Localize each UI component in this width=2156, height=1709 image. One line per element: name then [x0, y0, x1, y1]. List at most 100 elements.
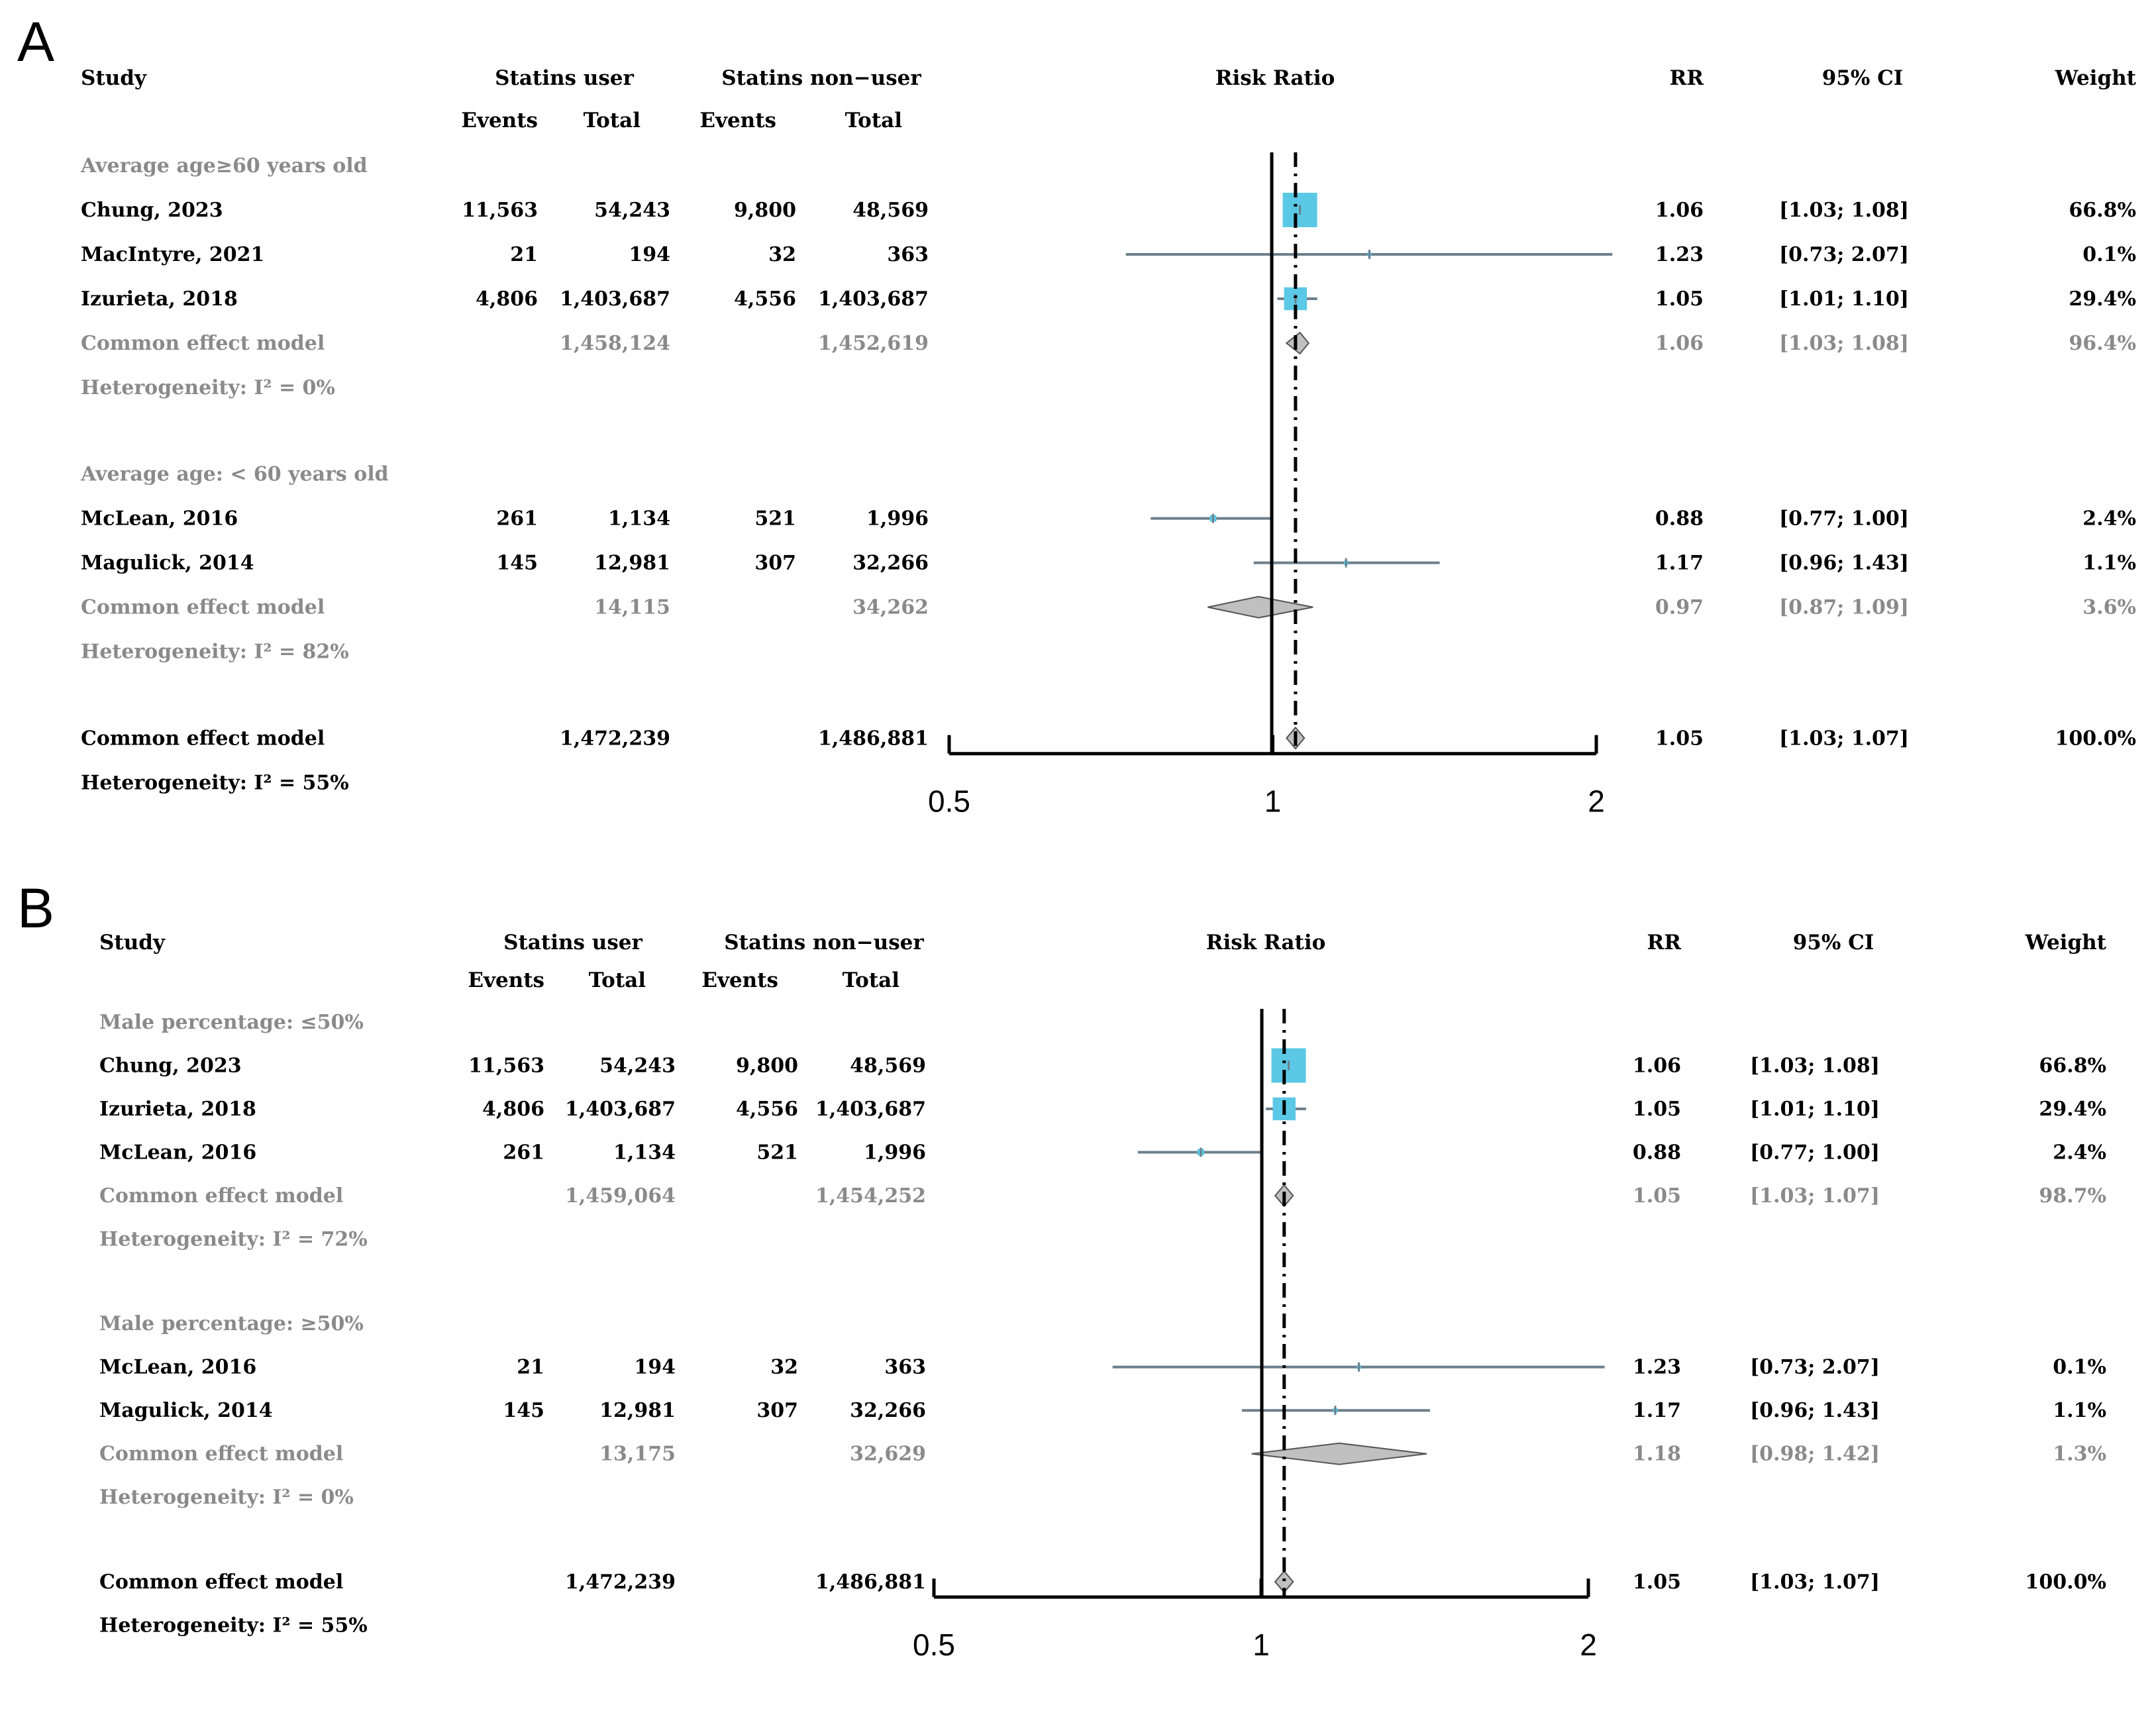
ci-value: [1.01; 1.10]: [1750, 1098, 1880, 1121]
rr-value: 1.05: [1655, 287, 1704, 311]
study-label: McLean, 2016: [99, 1141, 256, 1165]
user-total: 1,134: [613, 1141, 676, 1165]
model-label: Common effect model: [99, 1443, 343, 1466]
panel-label: B: [17, 877, 54, 939]
rr-value: 1.17: [1633, 1399, 1681, 1422]
header-nonuser-total: Total: [843, 968, 899, 992]
weight-value: 0.1%: [2053, 1356, 2106, 1379]
ci-value: [0.96; 1.43]: [1750, 1399, 1880, 1422]
rr-value: 0.88: [1633, 1141, 1681, 1165]
nonuser-total: 1,486,881: [818, 727, 929, 750]
ci-value: [1.03; 1.08]: [1750, 1055, 1880, 1078]
ci-value: [1.03; 1.07]: [1750, 1571, 1880, 1594]
heterogeneity-label: Heterogeneity: I² = 82%: [81, 641, 349, 664]
rr-value: 1.06: [1655, 332, 1704, 355]
heterogeneity-label: Heterogeneity: I² = 55%: [99, 1614, 368, 1637]
user-events: 11,563: [468, 1055, 544, 1078]
rr-value: 0.88: [1655, 507, 1704, 531]
row-study: Magulick, 2014 145 12,981 307 32,266 1.17 [0.9…: [99, 1399, 2106, 1422]
weight-value: 2.4%: [2053, 1141, 2106, 1165]
rr-value: 1.17: [1655, 552, 1704, 575]
user-total: 1,403,687: [560, 287, 670, 311]
header-rr: RR: [1647, 931, 1681, 955]
pooled-diamond: [1251, 1442, 1427, 1465]
nonuser-events: 521: [754, 507, 796, 531]
user-events: 21: [510, 243, 538, 266]
study-label: Magulick, 2014: [81, 552, 254, 575]
user-events: 4,806: [482, 1098, 544, 1121]
weight-value: 66.8%: [2069, 199, 2136, 222]
user-total: 1,459,064: [565, 1184, 676, 1208]
ci-value: [0.98; 1.42]: [1750, 1443, 1880, 1466]
row-overall: Common effect model 1,472,239 1,486,881 1.0…: [99, 1570, 2106, 1594]
header-user-total: Total: [589, 968, 646, 992]
ci-value: [0.77; 1.00]: [1750, 1141, 1880, 1165]
weight-value: 2.4%: [2082, 507, 2136, 531]
header-risk-ratio: Risk Ratio: [1215, 66, 1335, 90]
weight-value: 1.1%: [2082, 552, 2136, 575]
user-events: 145: [503, 1399, 544, 1422]
study-label: MacIntyre, 2021: [81, 243, 264, 266]
nonuser-total: 34,262: [852, 596, 929, 619]
nonuser-total: 1,454,252: [815, 1184, 926, 1208]
model-label: Common effect model: [99, 1571, 343, 1594]
model-label: Common effect model: [99, 1184, 343, 1208]
user-total: 54,243: [594, 199, 670, 222]
row-subtotal: Common effect model 1,458,124 1,452,619 1.0…: [81, 331, 2136, 355]
row-subtotal: Common effect model 14,115 34,262 0.97 [0.87…: [81, 596, 2136, 619]
study-label: Chung, 2023: [81, 199, 223, 222]
header-risk-ratio: Risk Ratio: [1206, 931, 1326, 955]
weight-value: 96.4%: [2069, 332, 2136, 355]
header-95-ci: 95% CI: [1822, 66, 1904, 90]
rr-value: 1.05: [1633, 1098, 1681, 1121]
row-subgroup: Male percentage: ≤50%: [99, 1011, 364, 1034]
x-tick-label: 1: [1264, 784, 1282, 819]
nonuser-events: 4,556: [736, 1098, 798, 1121]
study-label: Izurieta, 2018: [99, 1098, 256, 1121]
row-study: Magulick, 2014 145 12,981 307 32,266 1.17 [0.9…: [81, 552, 2136, 575]
row-study: Chung, 2023 11,563 54,243 9,800 48,569 1.06 [1…: [81, 193, 2136, 227]
nonuser-total: 48,569: [850, 1055, 926, 1078]
header-study: Study: [81, 66, 147, 90]
nonuser-events: 521: [756, 1141, 798, 1165]
forest-panel-a: A Study Statins user Statins non−user Risk R…: [17, 11, 2137, 819]
ci-value: [1.03; 1.08]: [1779, 199, 1909, 222]
nonuser-events: 32: [768, 243, 796, 266]
header-user-events: Events: [461, 109, 538, 132]
x-tick-label: 2: [1588, 784, 1605, 819]
user-total: 194: [634, 1356, 676, 1379]
user-total: 1,134: [608, 507, 670, 531]
row-het: Heterogeneity: I² = 72%: [99, 1228, 368, 1251]
weight-value: 98.7%: [2039, 1184, 2106, 1208]
heterogeneity-label: Heterogeneity: I² = 72%: [99, 1228, 368, 1251]
ci-value: [1.03; 1.07]: [1750, 1184, 1880, 1208]
user-total: 1,403,687: [565, 1098, 676, 1121]
subgroup-label: Male percentage: ≥50%: [99, 1312, 364, 1335]
header-statins-user: Statins user: [503, 931, 642, 955]
row-study: Izurieta, 2018 4,806 1,403,687 4,556 1,403,6…: [81, 287, 2136, 311]
row-study: McLean, 2016 261 1,134 521 1,996 0.88 [0.77; 1…: [99, 1141, 2106, 1165]
header-nonuser-events: Events: [701, 968, 778, 992]
header-statins-user: Statins user: [495, 66, 634, 90]
study-label: Chung, 2023: [99, 1055, 242, 1078]
nonuser-total: 363: [884, 1356, 926, 1379]
row-het: Heterogeneity: I² = 0%: [81, 376, 335, 399]
rr-value: 1.05: [1633, 1571, 1681, 1594]
panel-label: A: [17, 11, 54, 73]
x-tick-label: 1: [1253, 1628, 1270, 1662]
user-total: 12,981: [599, 1399, 676, 1422]
nonuser-total: 32,629: [850, 1443, 926, 1466]
model-label: Common effect model: [81, 596, 325, 619]
pooled-diamond: [1274, 1570, 1294, 1594]
x-tick-label: 0.5: [928, 784, 970, 819]
user-total: 1,472,239: [565, 1571, 676, 1594]
rr-value: 1.05: [1655, 727, 1704, 750]
study-label: Izurieta, 2018: [81, 287, 238, 311]
rr-value: 1.06: [1633, 1055, 1681, 1078]
subgroup-label: Average age: < 60 years old: [80, 463, 389, 486]
row-study: McLean, 2016 21 194 32 363 1.23 [0.73; 2.07] 0.…: [99, 1356, 2106, 1379]
row-subtotal: Common effect model 1,459,064 1,454,252 1.0…: [99, 1184, 2106, 1208]
header-nonuser-total: Total: [845, 109, 902, 132]
nonuser-total: 363: [887, 243, 929, 266]
